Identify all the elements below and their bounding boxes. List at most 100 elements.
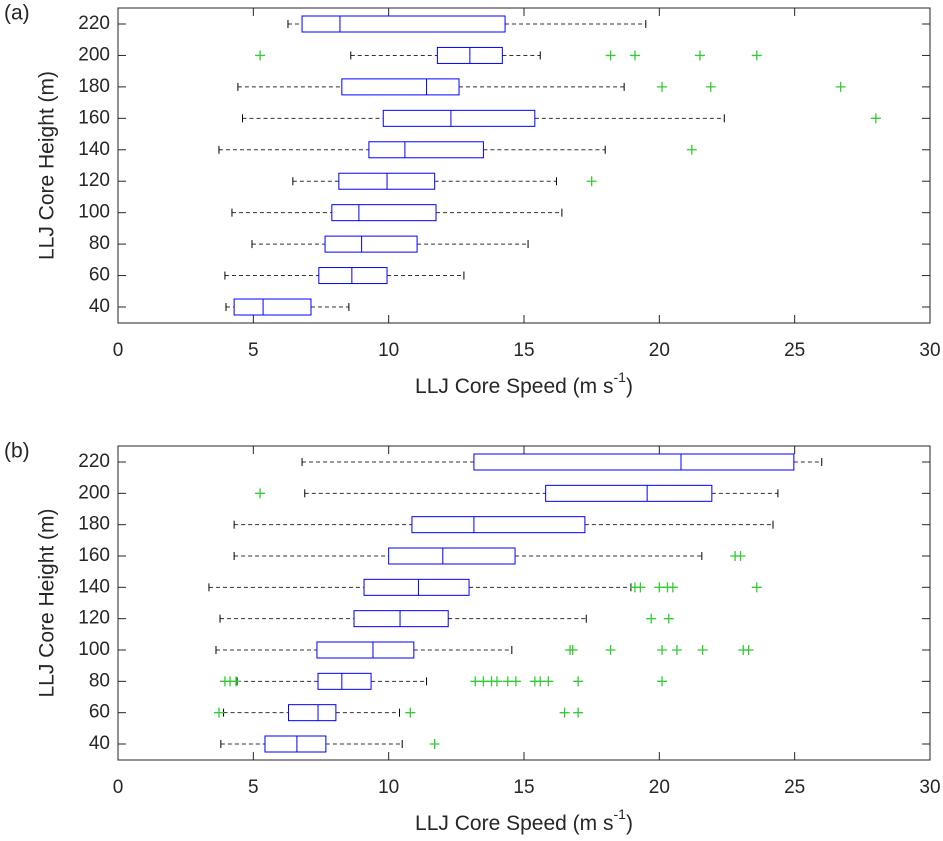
y-tick-label: 80 xyxy=(89,670,110,691)
y-tick-label: 140 xyxy=(78,139,110,160)
outlier xyxy=(567,645,578,655)
outlier xyxy=(663,613,674,624)
y-tick-label: 200 xyxy=(78,44,110,65)
outlier xyxy=(635,582,646,593)
outlier xyxy=(586,176,597,187)
y-tick-label: 160 xyxy=(78,107,110,128)
outlier xyxy=(657,645,668,655)
box xyxy=(331,204,437,222)
box xyxy=(288,704,337,722)
x-tick-label: 0 xyxy=(113,340,124,361)
outlier xyxy=(657,81,668,92)
panel-label: (a) xyxy=(4,2,30,25)
y-tick-label: 40 xyxy=(89,733,110,754)
y-tick-label: 200 xyxy=(78,482,110,503)
outlier xyxy=(231,676,242,687)
outlier xyxy=(559,707,570,718)
x-tick-label: 30 xyxy=(919,340,940,361)
outlier xyxy=(751,582,762,593)
x-axis-label-part: ) xyxy=(626,812,633,835)
box xyxy=(353,610,449,628)
outlier xyxy=(629,50,640,61)
outlier xyxy=(743,645,754,655)
outlier xyxy=(646,613,657,624)
y-tick-label: 160 xyxy=(78,545,110,566)
outlier xyxy=(657,676,668,687)
y-tick-label: 60 xyxy=(89,265,110,286)
y-tick-label: 100 xyxy=(78,202,110,223)
x-tick-label: 20 xyxy=(649,777,670,798)
outlier xyxy=(573,676,584,687)
x-tick-label: 5 xyxy=(248,777,259,798)
box xyxy=(363,578,470,596)
outlier xyxy=(671,645,682,655)
x-axis-label-part: -1 xyxy=(613,806,626,822)
outlier xyxy=(605,645,616,655)
x-tick-label: 0 xyxy=(113,777,124,798)
x-tick-label: 25 xyxy=(784,777,805,798)
x-axis-label: LLJ Core Speed (m s-1) xyxy=(415,806,633,835)
box xyxy=(545,484,713,502)
y-tick-label: 220 xyxy=(78,13,110,34)
outlier xyxy=(573,707,584,718)
outlier xyxy=(735,551,746,561)
x-tick-label: 25 xyxy=(784,340,805,361)
outlier xyxy=(213,707,224,718)
x-axis-label: LLJ Core Speed (m s-1) xyxy=(415,369,633,398)
outlier xyxy=(686,144,697,155)
y-tick-label: 120 xyxy=(78,170,110,191)
outlier xyxy=(429,739,440,749)
outlier xyxy=(605,50,616,61)
box xyxy=(264,735,327,753)
box xyxy=(411,516,586,534)
outlier xyxy=(491,676,502,687)
x-tick-label: 30 xyxy=(919,777,940,798)
box xyxy=(318,267,388,285)
box xyxy=(382,109,536,127)
outlier xyxy=(510,676,521,687)
x-axis-label-part: LLJ Core Speed (m s xyxy=(415,375,613,398)
box xyxy=(233,298,312,316)
box xyxy=(316,641,415,659)
box xyxy=(388,547,516,565)
box xyxy=(368,141,484,159)
outlier xyxy=(705,81,716,92)
x-axis-label-part: ) xyxy=(626,375,633,398)
outlier xyxy=(870,113,881,124)
outlier xyxy=(543,676,554,687)
y-axis-label: LLJ Core Height (m) xyxy=(36,71,59,260)
outlier xyxy=(835,81,846,92)
x-tick-label: 20 xyxy=(649,340,670,361)
y-tick-label: 220 xyxy=(78,451,110,472)
x-tick-label: 10 xyxy=(378,777,399,798)
outlier xyxy=(255,488,266,499)
x-axis-label-part: -1 xyxy=(613,369,626,385)
outlier xyxy=(751,50,762,61)
y-tick-label: 180 xyxy=(78,514,110,535)
box xyxy=(341,78,460,96)
x-tick-label: 10 xyxy=(378,340,399,361)
box xyxy=(301,15,506,33)
y-axis-label: LLJ Core Height (m) xyxy=(36,508,59,697)
outlier xyxy=(697,645,708,655)
box xyxy=(473,453,795,471)
y-tick-label: 60 xyxy=(89,702,110,723)
y-tick-label: 120 xyxy=(78,608,110,629)
outlier xyxy=(405,707,416,718)
box xyxy=(317,672,372,690)
outlier xyxy=(694,50,705,61)
y-tick-label: 180 xyxy=(78,76,110,97)
x-tick-label: 15 xyxy=(513,340,534,361)
y-tick-label: 40 xyxy=(89,296,110,317)
x-tick-label: 15 xyxy=(513,777,534,798)
y-tick-label: 80 xyxy=(89,233,110,254)
x-tick-label: 5 xyxy=(248,340,259,361)
y-tick-label: 140 xyxy=(78,576,110,597)
panel-label: (b) xyxy=(4,440,30,463)
outlier xyxy=(255,50,266,61)
x-axis-label-part: LLJ Core Speed (m s xyxy=(415,812,613,835)
y-tick-label: 100 xyxy=(78,639,110,660)
box xyxy=(324,235,418,253)
outlier xyxy=(667,582,678,593)
